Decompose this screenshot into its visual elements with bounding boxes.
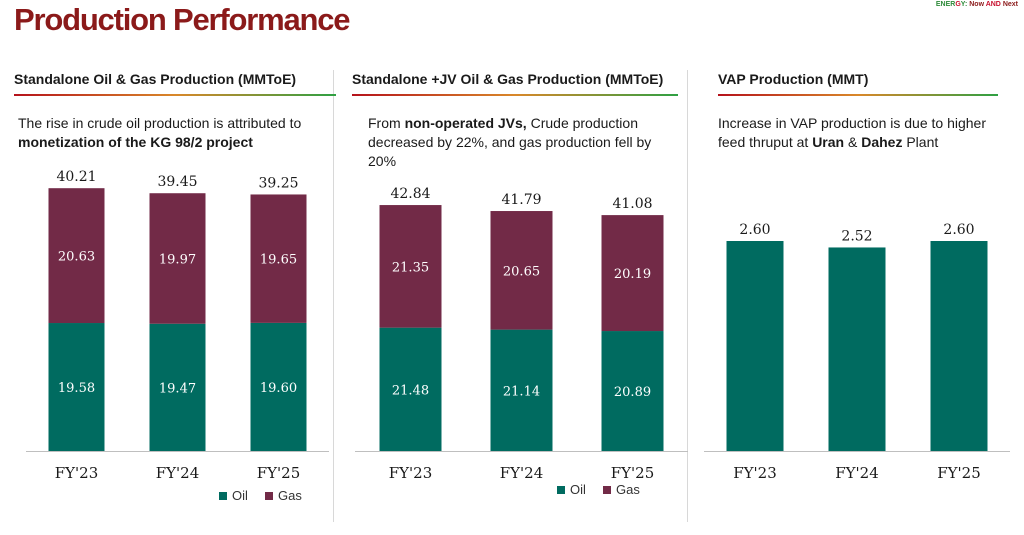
oil-value-label: 21.14 — [503, 384, 540, 399]
stacked-bar-chart: 19.58 20.63 40.21 FY'23 19.47 19.97 39.45 FY'24… — [26, 169, 329, 503]
gas-value-label: 20.65 — [503, 264, 540, 279]
oil-bar-segment — [490, 329, 553, 451]
vap-bar-segment — [828, 247, 886, 451]
vap-bar-segment — [930, 241, 988, 451]
legend-label-oil: Oil — [232, 488, 248, 503]
gas-value-label: 20.63 — [58, 250, 95, 265]
category-tick-label: FY'24 — [835, 464, 879, 482]
oil-value-label: 19.60 — [260, 381, 297, 396]
panel-description: The rise in crude oil production is attr… — [18, 115, 302, 150]
panel-description: Increase in VAP production is due to hig… — [718, 115, 986, 150]
panel-title: Standalone Oil & Gas Production (MMToE) — [14, 71, 297, 87]
panel-description: From non-operated JVs, Crude production … — [368, 115, 652, 169]
legend-label-oil: Oil — [570, 482, 586, 497]
total-value-label: 41.79 — [501, 192, 541, 208]
category-tick-label: FY'24 — [500, 464, 544, 482]
legend-swatch-oil — [219, 492, 227, 500]
panel-title: Standalone +JV Oil & Gas Production (MMT… — [352, 71, 664, 87]
category-tick-label: FY'23 — [733, 464, 777, 482]
category-tick-label: FY'23 — [389, 464, 433, 482]
total-value-label: 39.25 — [258, 175, 298, 191]
total-value-label: 40.21 — [56, 169, 96, 185]
panel-standalone-jv: Standalone +JV Oil & Gas Production (MMT… — [352, 60, 688, 530]
title-underline — [14, 94, 336, 96]
oil-bar-segment — [379, 327, 442, 451]
legend-swatch-oil — [557, 486, 565, 494]
brand-logo: ENERGY: Now AND Next — [935, 1, 1018, 8]
category-tick-label: FY'25 — [611, 464, 655, 482]
gas-bar-segment — [601, 215, 664, 332]
gas-bar-segment — [490, 211, 553, 330]
bar-chart: 2.60 FY'23 2.52 FY'24 2.60 FY'25 — [704, 222, 1010, 482]
gas-value-label: 20.19 — [614, 267, 651, 282]
oil-bar-segment — [250, 322, 307, 451]
stacked-bar-chart: 21.48 21.35 42.84 FY'23 21.14 20.65 41.79 FY'24… — [355, 186, 688, 497]
category-tick-label: FY'25 — [257, 464, 301, 482]
panel-title: VAP Production (MMT) — [718, 71, 869, 87]
gas-value-label: 19.65 — [260, 253, 297, 268]
legend-swatch-gas — [265, 492, 273, 500]
legend-label-gas: Gas — [278, 488, 302, 503]
gas-bar-segment — [250, 194, 307, 323]
total-value-label: 2.52 — [841, 228, 872, 244]
title-underline — [352, 94, 678, 96]
panel-divider-1 — [333, 70, 334, 522]
gas-bar-segment — [149, 193, 206, 324]
vap-bar-segment — [726, 241, 784, 451]
category-tick-label: FY'23 — [55, 464, 99, 482]
panel-standalone: Standalone Oil & Gas Production (MMToE) … — [14, 60, 336, 530]
legend-swatch-gas — [603, 486, 611, 494]
total-value-label: 42.84 — [390, 186, 430, 202]
total-value-label: 41.08 — [612, 196, 652, 212]
oil-bar-segment — [149, 323, 206, 451]
oil-value-label: 21.48 — [392, 383, 429, 398]
panel-divider-2 — [687, 70, 688, 522]
legend-label-gas: Gas — [616, 482, 640, 497]
total-value-label: 2.60 — [739, 222, 770, 238]
oil-bar-segment — [48, 323, 105, 451]
gas-bar-segment — [48, 188, 105, 324]
total-value-label: 39.45 — [157, 174, 197, 190]
oil-value-label: 20.89 — [614, 385, 651, 400]
oil-bar-segment — [601, 331, 664, 451]
gas-bar-segment — [379, 205, 442, 328]
page-title: Production Performance — [14, 2, 351, 37]
category-tick-label: FY'24 — [156, 464, 200, 482]
oil-value-label: 19.58 — [58, 381, 95, 396]
gas-value-label: 21.35 — [392, 260, 429, 275]
title-underline — [718, 94, 998, 96]
total-value-label: 2.60 — [943, 222, 974, 238]
gas-value-label: 19.97 — [159, 252, 196, 267]
oil-value-label: 19.47 — [159, 381, 196, 396]
category-tick-label: FY'25 — [937, 464, 981, 482]
panel-vap: VAP Production (MMT) Increase in VAP pro… — [704, 60, 1010, 530]
